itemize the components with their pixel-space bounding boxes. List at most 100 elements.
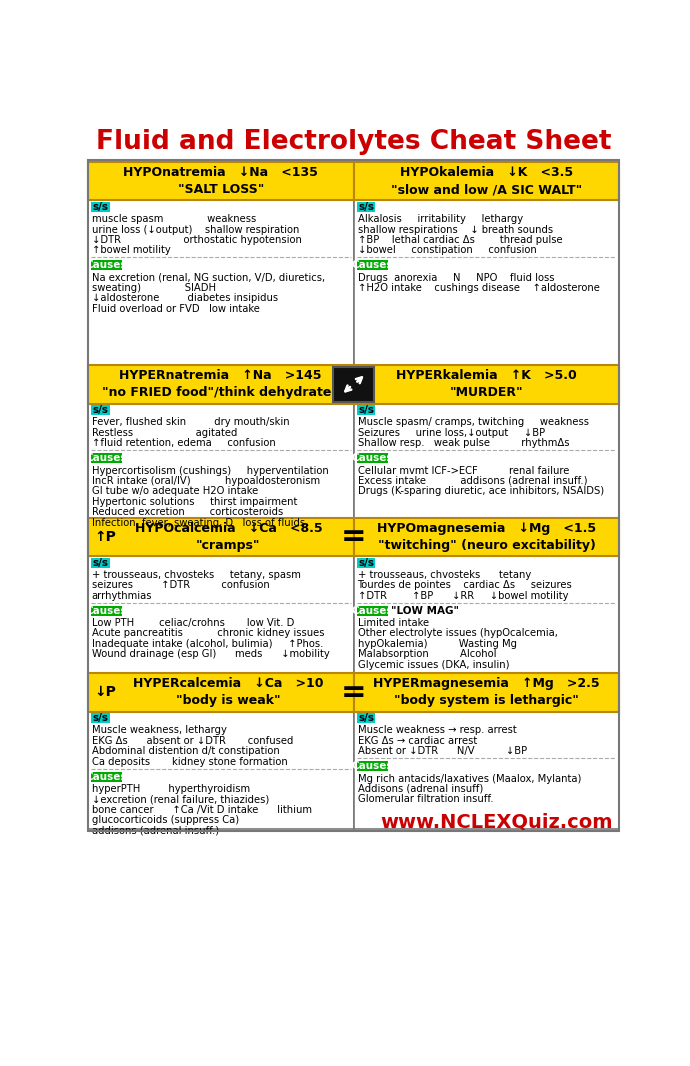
Text: EKG Δs → cardiac arrest: EKG Δs → cardiac arrest xyxy=(357,736,477,746)
Text: Infection, fever, sweating, D   loss of fluids: Infection, fever, sweating, D loss of fl… xyxy=(92,517,305,528)
Text: sweating)              SIADH: sweating) SIADH xyxy=(92,284,216,293)
Text: Causes: Causes xyxy=(86,605,127,616)
Text: ↓aldosterone         diabetes insipidus: ↓aldosterone diabetes insipidus xyxy=(92,293,278,304)
Text: Shallow resp.   weak pulse          rhythmΔs: Shallow resp. weak pulse rhythmΔs xyxy=(357,438,569,448)
Text: EKG Δs      absent or ↓DTR       confused: EKG Δs absent or ↓DTR confused xyxy=(92,736,293,746)
Text: Alkalosis     irritability     lethargy: Alkalosis irritability lethargy xyxy=(357,214,522,224)
Text: Addisons (adrenal insuff): Addisons (adrenal insuff) xyxy=(357,784,483,794)
Text: Abdominal distention d/t constipation: Abdominal distention d/t constipation xyxy=(92,746,279,756)
Text: Hypertonic solutions     thirst impairment: Hypertonic solutions thirst impairment xyxy=(92,497,297,506)
Bar xyxy=(353,162,620,200)
Text: ↓DTR                    orthostatic hypotension: ↓DTR orthostatic hypotension xyxy=(92,235,302,245)
Text: ↑bowel motility: ↑bowel motility xyxy=(92,245,170,256)
Text: s/s: s/s xyxy=(358,713,374,723)
Bar xyxy=(353,517,620,556)
Text: IncR intake (oral/IV)           hypoaldosteronism: IncR intake (oral/IV) hypoaldosteronism xyxy=(92,475,319,486)
Bar xyxy=(91,772,122,781)
Bar xyxy=(353,517,620,673)
Text: Seizures     urine loss,↓output     ↓BP: Seizures urine loss,↓output ↓BP xyxy=(357,427,544,438)
Text: Drugs  anorexia     N     NPO    fluid loss: Drugs anorexia N NPO fluid loss xyxy=(357,273,554,282)
Text: "body is weak": "body is weak" xyxy=(176,694,281,708)
Bar xyxy=(357,558,375,567)
Bar xyxy=(91,201,110,212)
Text: HYPERmagnesemia   ↑Mg   >2.5: HYPERmagnesemia ↑Mg >2.5 xyxy=(373,677,600,691)
Text: glucocorticoids (suppress Ca): glucocorticoids (suppress Ca) xyxy=(92,815,239,825)
Bar xyxy=(91,453,122,464)
Text: HYPOmagnesemia   ↓Mg   <1.5: HYPOmagnesemia ↓Mg <1.5 xyxy=(377,522,596,535)
Bar xyxy=(357,713,375,723)
Bar xyxy=(91,605,122,616)
Text: Na excretion (renal, NG suction, V/D, diuretics,: Na excretion (renal, NG suction, V/D, di… xyxy=(92,273,325,282)
Text: Low PTH        celiac/crohns       low Vit. D: Low PTH celiac/crohns low Vit. D xyxy=(92,618,294,628)
Text: "SALT LOSS": "SALT LOSS" xyxy=(177,183,264,196)
Text: Fluid overload or FVD   low intake: Fluid overload or FVD low intake xyxy=(92,304,259,313)
Text: Malabsorption          Alcohol: Malabsorption Alcohol xyxy=(357,649,496,659)
Text: Reduced excretion        corticosteroids: Reduced excretion corticosteroids xyxy=(92,507,283,517)
Text: Causes: Causes xyxy=(86,453,127,464)
Bar xyxy=(88,673,353,829)
Text: bone cancer      ↑Ca /Vit D intake      lithium: bone cancer ↑Ca /Vit D intake lithium xyxy=(92,805,312,814)
Text: Glomerular filtration insuff.: Glomerular filtration insuff. xyxy=(357,794,493,805)
Text: "MURDER": "MURDER" xyxy=(450,386,523,400)
Text: Muscle weakness → resp. arrest: Muscle weakness → resp. arrest xyxy=(357,726,516,736)
Text: HYPERkalemia   ↑K   >5.0: HYPERkalemia ↑K >5.0 xyxy=(396,369,577,383)
Bar xyxy=(353,365,620,404)
Bar xyxy=(88,162,353,365)
Text: www.NCLEXQuiz.com: www.NCLEXQuiz.com xyxy=(381,812,613,831)
Text: + trousseaus, chvosteks     tetany, spasm: + trousseaus, chvosteks tetany, spasm xyxy=(92,570,301,580)
Bar xyxy=(357,453,388,464)
Text: "cramps": "cramps" xyxy=(196,538,261,552)
Bar xyxy=(88,365,353,517)
Bar xyxy=(353,365,620,517)
Bar xyxy=(88,517,353,556)
Text: Restless                    agitated: Restless agitated xyxy=(92,427,237,438)
Text: =: = xyxy=(341,522,366,551)
Text: s/s: s/s xyxy=(358,558,374,567)
Text: "twitching" (neuro excitability): "twitching" (neuro excitability) xyxy=(377,538,595,552)
Text: Other electrolyte issues (hypOcalcemia,: Other electrolyte issues (hypOcalcemia, xyxy=(357,629,558,639)
Bar xyxy=(88,160,620,830)
Text: Limited intake: Limited intake xyxy=(357,618,428,628)
Bar xyxy=(91,558,110,567)
Text: "slow and low /A SIC WALT": "slow and low /A SIC WALT" xyxy=(391,183,582,196)
Text: Causes: Causes xyxy=(86,772,127,781)
Text: ↑H2O intake    cushings disease    ↑aldosterone: ↑H2O intake cushings disease ↑aldosteron… xyxy=(357,284,600,293)
Text: Excess intake           addisons (adrenal insuff.): Excess intake addisons (adrenal insuff.) xyxy=(357,475,587,486)
Text: HYPERcalcemia   ↓Ca   >10: HYPERcalcemia ↓Ca >10 xyxy=(133,677,324,691)
Text: "body system is lethargic": "body system is lethargic" xyxy=(394,694,579,708)
Text: Causes: Causes xyxy=(351,453,393,464)
Bar xyxy=(353,162,620,365)
Text: Muscle spasm/ cramps, twitching     weakness: Muscle spasm/ cramps, twitching weakness xyxy=(357,418,589,427)
Text: s/s: s/s xyxy=(358,201,374,212)
Text: ↑P: ↑P xyxy=(94,530,116,544)
Text: Inadequate intake (alcohol, bulimia)     ↑Phos.: Inadequate intake (alcohol, bulimia) ↑Ph… xyxy=(92,639,323,649)
Text: addisons (adrenal insuff.): addisons (adrenal insuff.) xyxy=(92,825,219,836)
Bar xyxy=(88,162,353,200)
Bar xyxy=(91,713,110,723)
Text: Causes: Causes xyxy=(351,761,393,771)
Text: Drugs (K-sparing diuretic, ace inhibitors, NSAIDS): Drugs (K-sparing diuretic, ace inhibitor… xyxy=(357,486,604,497)
Text: Fluid and Electrolytes Cheat Sheet: Fluid and Electrolytes Cheat Sheet xyxy=(96,129,611,155)
Text: s/s: s/s xyxy=(92,201,108,212)
Bar xyxy=(357,201,375,212)
Bar xyxy=(357,260,388,271)
Text: Causes: Causes xyxy=(351,260,393,271)
Text: HYPERnatremia   ↑Na   >145: HYPERnatremia ↑Na >145 xyxy=(119,369,322,383)
Text: Muscle weakness, lethargy: Muscle weakness, lethargy xyxy=(92,726,226,736)
Bar xyxy=(88,365,353,404)
Bar xyxy=(353,673,620,829)
Text: shallow respirations    ↓ breath sounds: shallow respirations ↓ breath sounds xyxy=(357,225,553,235)
Text: urine loss (↓output)    shallow respiration: urine loss (↓output) shallow respiration xyxy=(92,225,299,235)
Bar xyxy=(88,673,353,712)
Text: Fever, flushed skin         dry mouth/skin: Fever, flushed skin dry mouth/skin xyxy=(92,418,289,427)
Bar xyxy=(357,405,375,415)
Text: s/s: s/s xyxy=(92,405,108,415)
Text: =: = xyxy=(341,678,366,707)
Bar xyxy=(357,605,388,616)
Text: Causes: Causes xyxy=(86,260,127,271)
Text: seizures         ↑DTR          confusion: seizures ↑DTR confusion xyxy=(92,580,269,591)
Bar xyxy=(357,761,388,772)
Bar xyxy=(91,405,110,415)
Text: Ca deposits       kidney stone formation: Ca deposits kidney stone formation xyxy=(92,757,288,766)
Text: ↑fluid retention, edema     confusion: ↑fluid retention, edema confusion xyxy=(92,438,275,448)
